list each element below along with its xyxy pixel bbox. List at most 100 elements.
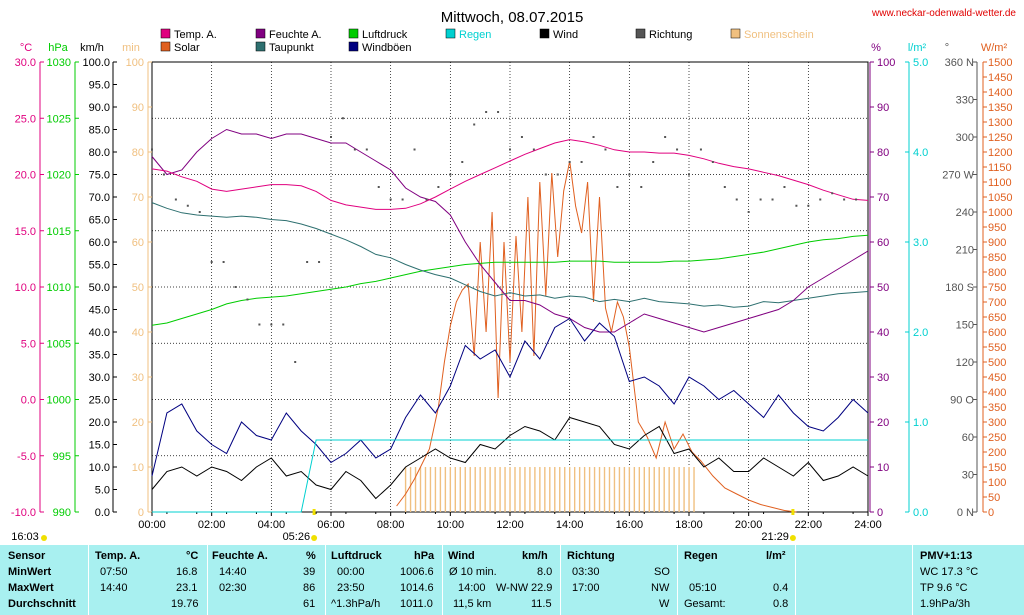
summary-rain-total-val: 0.8 — [773, 598, 789, 610]
direction-axis-tick-label: 300 — [956, 132, 974, 144]
wind-axis-tick-label: 30.0 — [89, 372, 110, 384]
legend-label: Windböen — [362, 42, 412, 54]
time-axis-label: 22:00 — [795, 519, 823, 531]
direction-axis-tick-label: 60 — [962, 432, 974, 444]
direction-point — [234, 286, 237, 288]
time-axis-label: 02:00 — [198, 519, 226, 531]
wind-axis-tick-label: 25.0 — [89, 395, 110, 407]
rain-axis-tick-label: 2.0 — [913, 327, 928, 339]
wind-axis-tick-label: 45.0 — [89, 305, 110, 317]
series-line-solar — [396, 160, 797, 513]
direction-point — [580, 161, 583, 163]
direction-point — [425, 198, 428, 201]
wind-axis-tick-label: 5.0 — [95, 485, 110, 497]
direction-point — [783, 186, 786, 188]
temp-axis-tick-label: 15.0 — [15, 226, 36, 238]
summary-max-dir-time: 17:00 — [572, 582, 600, 594]
summary-header-pmv: PMV+1:13 — [920, 550, 973, 562]
chart-title: Mittwoch, 08.07.2015 — [441, 9, 584, 26]
temp-axis-tick-label: -5.0 — [17, 451, 36, 463]
prev-sunset-label: 16:03 — [11, 531, 39, 543]
summary-table: Sensor Temp. A. °C Feuchte A. % Luftdruc… — [0, 545, 1024, 615]
summary-max-wind-val: 22.9 — [531, 582, 553, 594]
direction-point — [473, 123, 476, 126]
direction-point — [568, 161, 571, 163]
direction-point — [365, 148, 368, 151]
sunset-icon — [789, 535, 796, 541]
solar-axis-tick-label: 700 — [988, 297, 1006, 309]
solar-axis-tick-label: 1350 — [988, 102, 1012, 114]
direction-point — [544, 173, 547, 176]
sunshine-unit-label: min — [122, 42, 140, 54]
summary-header-temp: Temp. A. — [95, 550, 141, 562]
summary-max-rain-val: 0.4 — [773, 582, 789, 594]
wind-unit-label: km/h — [80, 42, 104, 54]
wind-axis-tick-label: 85.0 — [89, 125, 110, 137]
website-link[interactable]: www.neckar-odenwald-wetter.de — [871, 8, 1016, 19]
legend-label: Regen — [459, 29, 491, 41]
direction-point — [688, 173, 690, 176]
solar-axis-tick-label: 1150 — [988, 162, 1012, 174]
sunrise-label: 05:26 — [283, 531, 311, 543]
direction-point — [485, 111, 488, 113]
direction-axis-tick-label: 210 — [956, 245, 974, 257]
pressure-axis-tick-label: 1025 — [47, 113, 71, 125]
direction-point — [306, 261, 309, 263]
sunshine-axis-tick-label: 20 — [132, 417, 144, 429]
humidity-axis-tick-label: 20 — [877, 417, 889, 429]
time-axis-label: 14:00 — [556, 519, 584, 531]
humidity-axis-tick-label: 60 — [877, 237, 889, 249]
legend: Temp. A. Feuchte A. Luftdruck Regen Wind Rich… — [160, 28, 814, 54]
summary-avg-wind-dist: 11,5 km — [453, 598, 492, 610]
direction-point — [771, 198, 774, 201]
pressure-axis-tick-label: 1010 — [47, 282, 71, 294]
direction-point — [318, 261, 321, 263]
direction-point — [461, 161, 464, 163]
pressure-axis-tick-label: 1020 — [47, 170, 71, 182]
direction-point — [735, 198, 738, 201]
axis-unit-labels: °C hPa km/h min% l/m² ° W/m² — [20, 42, 1008, 54]
legend-swatch — [445, 28, 456, 39]
series-layer — [151, 111, 869, 513]
legend-swatch — [539, 28, 550, 39]
sun-icon — [41, 535, 47, 541]
sunset-label: 21:29 — [761, 531, 789, 543]
summary-rain-total-label: Gesamt: — [684, 598, 726, 610]
humidity-axis-tick-label: 100 — [877, 57, 895, 69]
solar-axis-tick-label: 950 — [988, 222, 1006, 234]
summary-header-wind: Wind — [448, 550, 475, 562]
summary-min-temp-time: 07:50 — [100, 566, 128, 578]
summary-pmv-wc: WC 17.3 °C — [920, 566, 979, 578]
legend-label: Luftdruck — [362, 29, 408, 41]
summary-header-wind-unit: km/h — [522, 550, 548, 562]
direction-point — [258, 323, 261, 326]
summary-header-hum-unit: % — [306, 550, 316, 562]
direction-point — [270, 323, 273, 326]
axes: 30.025.020.015.010.05.00.0-5.0-10.010301… — [11, 57, 1013, 531]
humidity-axis-tick-label: 70 — [877, 192, 889, 204]
solar-axis-tick-label: 150 — [988, 462, 1006, 474]
direction-point — [676, 148, 679, 151]
legend-swatch — [730, 28, 741, 39]
direction-point — [532, 148, 535, 151]
wind-axis-tick-label: 65.0 — [89, 215, 110, 227]
temp-axis-tick-label: 10.0 — [15, 282, 36, 294]
summary-row-min-label: MinWert — [8, 566, 52, 578]
direction-point — [723, 186, 726, 188]
direction-point — [377, 186, 380, 188]
solar-axis-tick-label: 1500 — [988, 57, 1012, 69]
time-axis-label: 24:00 — [854, 519, 882, 531]
time-axis-label: 20:00 — [735, 519, 763, 531]
solar-axis-tick-label: 550 — [988, 342, 1006, 354]
sunshine-axis-tick-label: 80 — [132, 147, 144, 159]
summary-pmv-trend: 1.9hPa/3h — [920, 598, 971, 610]
humidity-axis-tick-label: 0 — [877, 507, 883, 519]
series-line-temp-a- — [151, 139, 869, 210]
summary-header-hum: Feuchte A. — [212, 550, 268, 562]
direction-point — [520, 136, 523, 138]
solar-axis-tick-label: 1000 — [988, 207, 1012, 219]
wind-axis-tick-label: 15.0 — [89, 440, 110, 452]
wind-axis-tick-label: 90.0 — [89, 102, 110, 114]
solar-axis-tick-label: 500 — [988, 357, 1006, 369]
summary-min-press-val: 1006.6 — [400, 566, 434, 578]
